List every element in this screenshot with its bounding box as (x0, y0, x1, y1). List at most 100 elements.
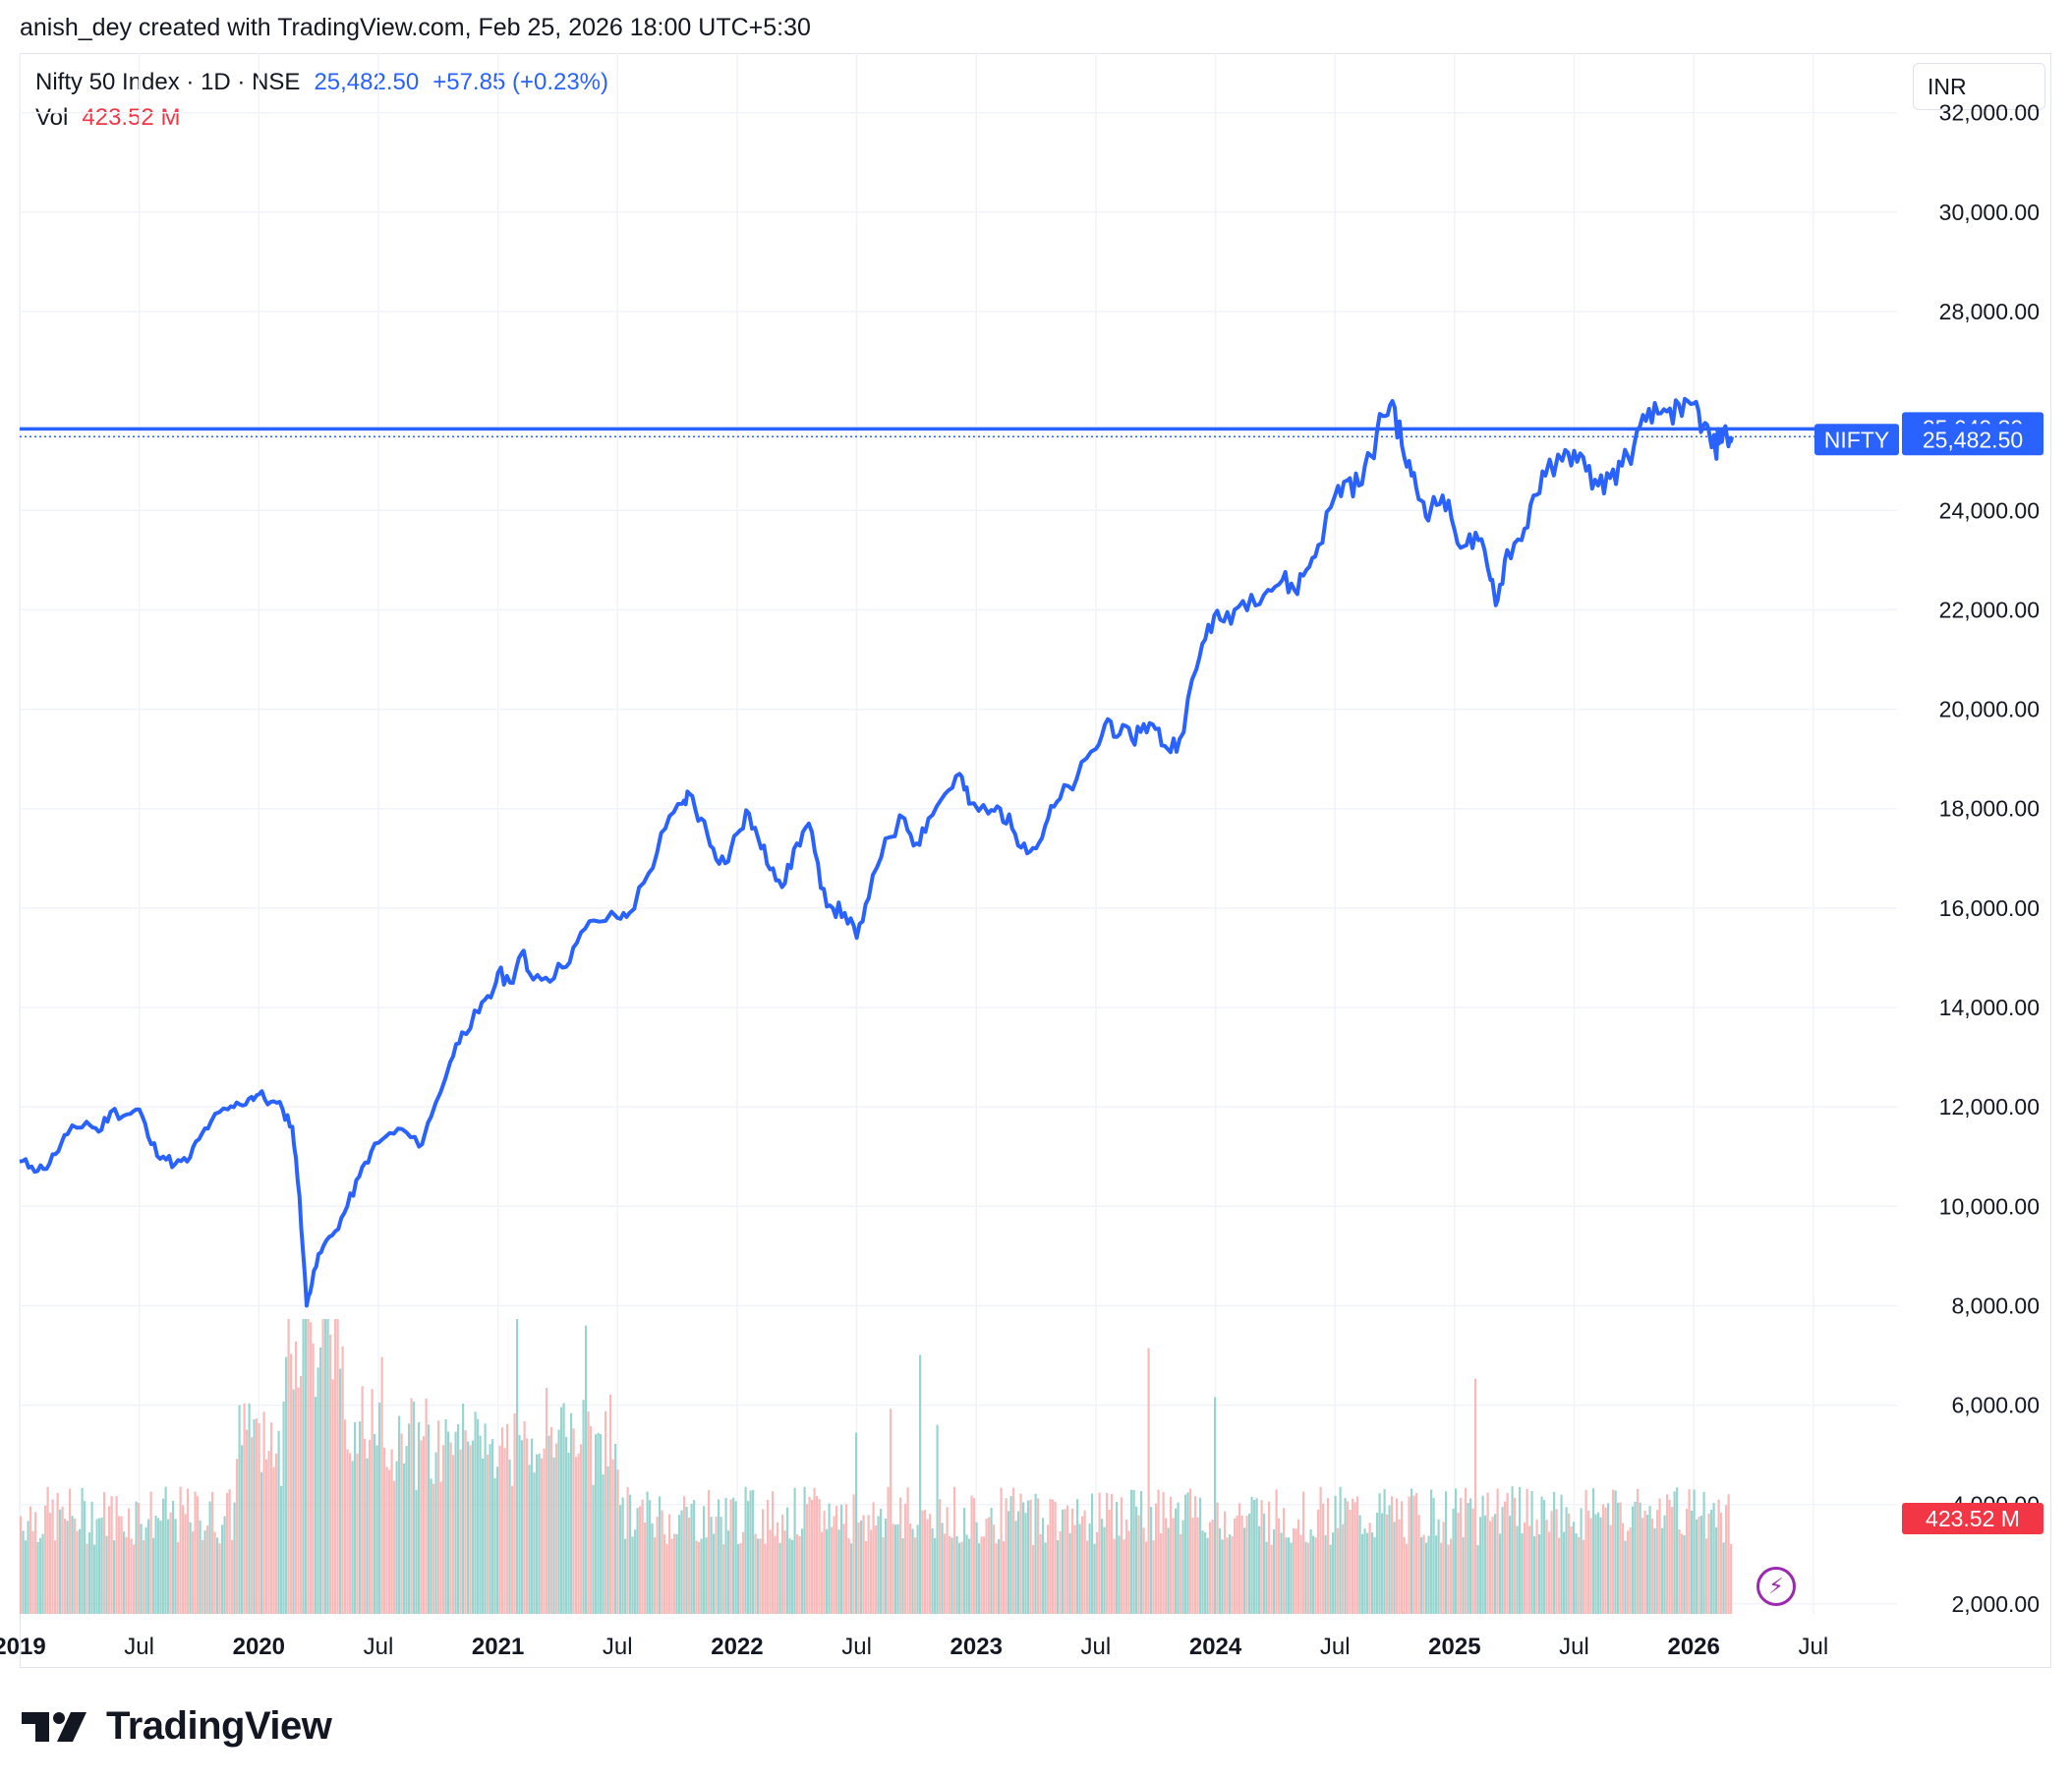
volume-bar (464, 1430, 467, 1614)
volume-bar (953, 1486, 956, 1614)
volume-bar (698, 1541, 701, 1614)
volume-bar (862, 1515, 865, 1614)
volume-bar (1332, 1532, 1335, 1614)
volume-bar (1265, 1541, 1268, 1614)
volume-bar (1594, 1514, 1597, 1614)
volume-bar (64, 1518, 67, 1614)
volume-bar (1403, 1536, 1406, 1614)
volume-bar (1489, 1521, 1492, 1614)
x-tick-label: Jul (364, 1634, 394, 1660)
volume-bar (1661, 1527, 1664, 1614)
volume-bar (351, 1461, 354, 1614)
volume-bar (936, 1424, 939, 1614)
volume-bar (113, 1540, 116, 1614)
volume-bar (946, 1507, 949, 1614)
volume-bar (1668, 1499, 1671, 1614)
volume-bar (847, 1538, 850, 1614)
volume-bar (783, 1530, 786, 1614)
volume-bar (187, 1488, 190, 1614)
volume-bar (270, 1422, 273, 1614)
volume-bar (1696, 1519, 1698, 1614)
volume-bar (1206, 1537, 1209, 1614)
volume-bar (1452, 1508, 1455, 1614)
volume-bar (1656, 1510, 1659, 1614)
volume-label[interactable]: Vol (35, 104, 69, 131)
volume-bar (595, 1434, 598, 1614)
price-chart[interactable]: 32,000.00 30,000.00 28,000.00 24,000.00 22,0… (0, 0, 2072, 1671)
volume-bar (747, 1501, 750, 1614)
volume-bar (1432, 1497, 1435, 1614)
price-series-line (19, 396, 1735, 1308)
volume-bar (887, 1486, 890, 1614)
volume-bar (970, 1495, 973, 1614)
y-tick-label: 20,000.00 (1939, 697, 2040, 722)
volume-bar (1334, 1495, 1337, 1614)
volume-bar (174, 1519, 177, 1614)
volume-bar (654, 1536, 657, 1614)
volume-bar (1078, 1523, 1081, 1614)
volume-bar (1125, 1519, 1128, 1614)
volume-bar (865, 1541, 868, 1614)
volume-bar (1629, 1527, 1632, 1614)
volume-bar (1130, 1489, 1133, 1614)
volume-bar (1388, 1505, 1391, 1614)
volume-bar (467, 1441, 470, 1614)
volume-bar (656, 1517, 659, 1614)
volume-bar (680, 1510, 683, 1614)
volume-bar (241, 1445, 244, 1614)
volume-bar (1250, 1496, 1253, 1614)
volume-bar (1496, 1488, 1499, 1614)
volume-bar (1039, 1533, 1042, 1614)
volume-bar (1651, 1519, 1654, 1614)
volume-bar (1710, 1510, 1713, 1614)
volume-bar (1194, 1496, 1197, 1614)
volume-bar (1511, 1486, 1514, 1614)
volume-bar (1238, 1503, 1241, 1614)
volume-bar (385, 1466, 388, 1614)
volume-bar (324, 1319, 327, 1614)
y-tick-label: 14,000.00 (1939, 995, 2040, 1020)
volume-bar (665, 1543, 668, 1614)
volume-bar (430, 1478, 432, 1614)
volume-bar (1127, 1530, 1130, 1614)
symbol-title[interactable]: Nifty 50 Index · 1D · NSE (35, 69, 301, 95)
volume-bar (641, 1499, 644, 1614)
volume-bar (79, 1528, 82, 1614)
volume-bar (670, 1538, 673, 1614)
volume-bar (634, 1529, 637, 1614)
volume-bar (744, 1486, 747, 1614)
volume-bar (1240, 1515, 1243, 1614)
volume-bar (253, 1418, 256, 1614)
volume-bar (310, 1322, 313, 1614)
volume-bar (1356, 1496, 1359, 1614)
tradingview-logo[interactable]: TradingView (22, 1704, 332, 1749)
volume-bar (703, 1506, 706, 1614)
volume-bar (415, 1489, 418, 1614)
volume-bar (1093, 1543, 1096, 1614)
volume-bar (1116, 1502, 1119, 1614)
volume-bar (793, 1487, 796, 1614)
volume-bar (74, 1518, 77, 1614)
volume-bar (1047, 1524, 1050, 1614)
currency-button[interactable]: INR (1913, 63, 2045, 110)
alert-lightning-icon[interactable]: ⚡ (1756, 1567, 1796, 1606)
volume-bar (503, 1448, 506, 1614)
volume-bar (565, 1436, 568, 1614)
volume-bar (993, 1524, 996, 1614)
volume-bar (597, 1432, 600, 1614)
volume-bar (1422, 1534, 1425, 1614)
volume-bar (408, 1423, 411, 1614)
volume-bar (1186, 1492, 1189, 1614)
volume-bar (1553, 1491, 1556, 1614)
x-tick-label: 2020 (233, 1634, 285, 1660)
volume-bar (1688, 1489, 1691, 1614)
volume-bar (69, 1488, 72, 1614)
volume-bar (926, 1519, 929, 1614)
volume-bar (1204, 1532, 1207, 1614)
volume-bar (1514, 1497, 1517, 1614)
volume-bar (447, 1431, 450, 1614)
volume-bar (580, 1444, 583, 1614)
volume-bar (1273, 1528, 1276, 1614)
volume-bar (547, 1435, 550, 1614)
volume-bar (1494, 1514, 1497, 1614)
